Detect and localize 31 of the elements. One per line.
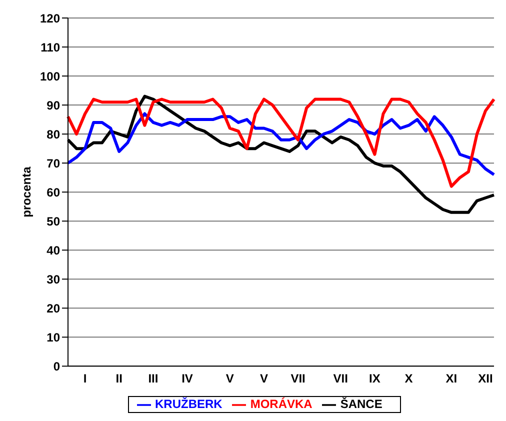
y-tick-label: 110	[40, 40, 60, 54]
x-tick-label: XI	[446, 372, 458, 386]
y-tick-label: 80	[46, 127, 60, 142]
x-tick-label: XII	[478, 372, 493, 386]
y-tick-label: 40	[46, 243, 60, 258]
x-tick-label: IV	[182, 372, 193, 386]
y-tick-label: 20	[46, 301, 60, 316]
legend-label: ŠANCE	[340, 397, 382, 412]
x-tick-label: I	[83, 372, 87, 386]
y-tick-label: 30	[46, 272, 60, 286]
y-tick-label: 100	[40, 69, 60, 84]
y-tick-label: 70	[46, 156, 60, 170]
line-series	[66, 98, 496, 188]
line-series	[66, 112, 496, 176]
x-tick-label: III	[148, 372, 158, 386]
y-tick-label: 120	[40, 11, 60, 26]
y-tick-label: 10	[46, 330, 60, 344]
x-tick-label: IX	[369, 372, 380, 386]
x-tick-label: II	[116, 372, 122, 386]
legend-label: MORÁVKA	[250, 397, 312, 412]
x-tick-label: X	[404, 372, 413, 386]
y-tick-label: 90	[46, 98, 60, 112]
x-tick-label: V	[260, 372, 268, 386]
x-tick-label: V	[226, 372, 234, 386]
y-axis-title: procenta	[19, 166, 34, 218]
y-tick-label: 60	[46, 185, 60, 200]
legend-label: KRUŽBERK	[155, 397, 222, 412]
y-tick-label: 50	[46, 214, 60, 228]
y-tick-label: 0	[53, 359, 60, 374]
x-tick-label: VII	[333, 372, 348, 386]
x-tick-label: VII	[290, 372, 306, 386]
